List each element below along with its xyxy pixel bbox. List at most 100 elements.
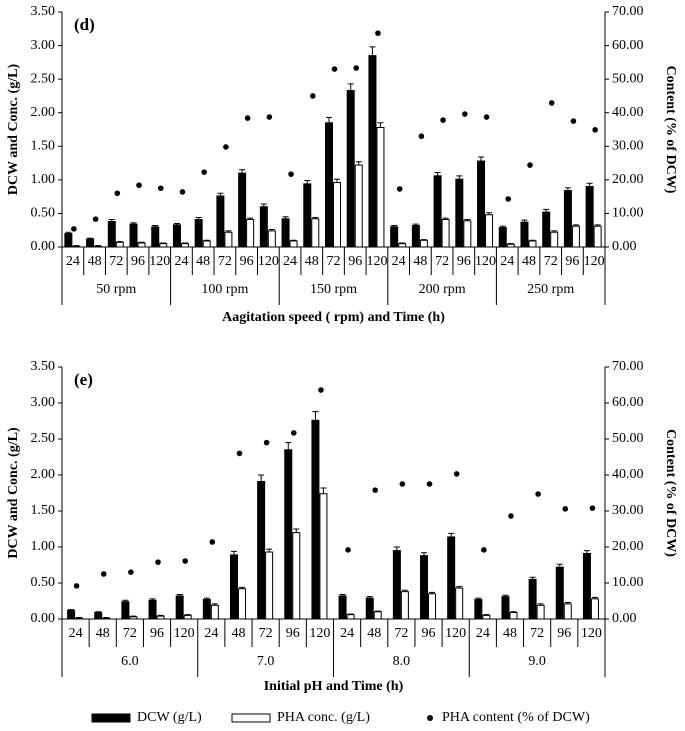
x-tick-label: 48 (96, 626, 110, 641)
bar (237, 588, 246, 620)
error-bar (556, 563, 563, 568)
error-bar (347, 83, 354, 91)
error-bar (412, 223, 419, 226)
x-tick-label: 72 (259, 626, 273, 641)
point (562, 506, 569, 512)
point (592, 127, 598, 133)
bar (528, 240, 537, 248)
group-label: 6.0 (121, 654, 139, 669)
x-tick-label: 120 (174, 626, 195, 641)
bar (528, 578, 537, 620)
bar (151, 226, 160, 248)
error-bar (203, 597, 210, 600)
y-tick-label: 2.00 (31, 467, 56, 482)
error-bar (293, 528, 300, 533)
x-tick-label: 72 (327, 254, 341, 269)
bar (354, 164, 363, 248)
x-tick-label: 24 (392, 254, 406, 269)
group-label: 9.0 (528, 654, 546, 669)
bar (346, 90, 355, 248)
x-tick-label: 96 (131, 254, 145, 269)
error-bar (130, 222, 137, 225)
error-bar (268, 229, 275, 231)
y2-tick-label: 30.00 (612, 139, 644, 154)
error-bar (456, 175, 463, 180)
error-bar (464, 218, 471, 221)
point (527, 162, 533, 168)
bar (194, 218, 203, 248)
bar (210, 604, 219, 620)
error-bar (258, 474, 265, 482)
error-bar (374, 610, 381, 612)
panel-title: (e) (74, 370, 93, 389)
bar (292, 532, 301, 620)
error-bar (486, 212, 493, 215)
x-tick-label: 24 (500, 254, 514, 269)
error-bar (176, 594, 183, 596)
y2-tick-label: 70.00 (612, 359, 644, 374)
point (155, 559, 161, 565)
x-tick-label: 72 (530, 626, 544, 641)
x-tick-label: 24 (340, 626, 354, 641)
bar (376, 126, 385, 248)
x-tick-label: 96 (150, 626, 164, 641)
x-tick-label: 24 (204, 626, 218, 641)
error-bar (391, 225, 398, 227)
error-bar (87, 237, 94, 239)
bar (175, 595, 184, 620)
point (570, 118, 577, 124)
bar (373, 611, 382, 620)
error-bar (225, 230, 232, 233)
error-bar (564, 187, 571, 191)
error-bar (138, 241, 145, 243)
legend-label: PHA content (% of DCW) (442, 710, 590, 725)
bar (319, 493, 328, 620)
point (73, 583, 80, 589)
bar (259, 206, 268, 248)
bar (392, 550, 401, 620)
group-label: 200 rpm (419, 282, 466, 297)
x-tick-label: 72 (109, 254, 123, 269)
bar (129, 223, 138, 248)
x-tick-label: 96 (422, 626, 436, 641)
error-bar (260, 203, 267, 207)
error-bar (334, 178, 340, 183)
error-bar (421, 552, 428, 556)
point (223, 144, 229, 150)
error-bar (247, 217, 254, 220)
group-label: 7.0 (257, 654, 275, 669)
error-bar (583, 550, 590, 554)
bar (265, 551, 274, 620)
point (318, 387, 324, 393)
bar (585, 186, 594, 248)
bar (303, 183, 312, 248)
bar (75, 617, 84, 620)
error-bar (95, 245, 102, 247)
error-bar (217, 192, 224, 196)
bar (593, 225, 602, 248)
error-bar (282, 216, 289, 219)
bar (563, 603, 572, 620)
bar (555, 566, 564, 620)
bar (441, 218, 450, 248)
error-bar (377, 122, 384, 128)
bar (474, 599, 483, 620)
bar (148, 599, 157, 620)
point (396, 186, 403, 192)
y-axis-title: DCW and Conc. (g/L) (6, 64, 21, 196)
point (136, 182, 142, 189)
x-axis-title: Initial pH and Time (h) (264, 679, 404, 694)
point (114, 190, 121, 197)
point (266, 114, 273, 120)
bar (325, 122, 333, 248)
bar (365, 597, 374, 620)
bar (172, 224, 181, 248)
bar (390, 226, 399, 248)
bar (346, 614, 355, 620)
error-bar (160, 242, 167, 244)
error-bar (339, 594, 346, 596)
legend-swatch (231, 713, 271, 723)
point (182, 558, 188, 564)
legend-swatch (427, 715, 433, 721)
